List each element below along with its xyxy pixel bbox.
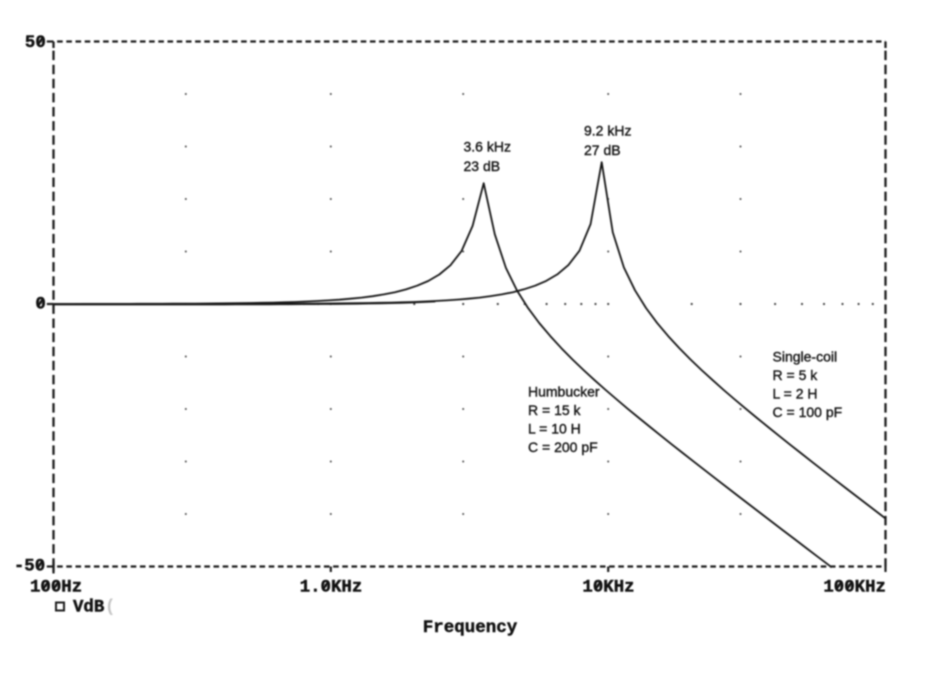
svg-text:3.6 kHz: 3.6 kHz [464,139,511,155]
svg-text:10KHz: 10KHz [582,579,634,598]
svg-text:C = 100 pF: C = 100 pF [773,404,843,420]
svg-text:0: 0 [35,296,45,315]
svg-text:1.0KHz: 1.0KHz [300,579,363,598]
svg-text:50: 50 [25,34,46,53]
svg-text:23 dB: 23 dB [464,158,501,174]
svg-text:L = 2 H: L = 2 H [773,385,818,401]
svg-text:Frequency: Frequency [423,618,518,638]
svg-text:R = 15 k: R = 15 k [528,402,582,418]
svg-text:27 dB: 27 dB [584,142,621,158]
svg-text:VdB: VdB [73,599,105,618]
svg-text:Single-coil: Single-coil [773,349,838,365]
svg-text:(: ( [105,599,115,618]
svg-text:100KHz: 100KHz [823,579,886,598]
svg-text:-50: -50 [14,558,45,577]
svg-text:Humbucker: Humbucker [528,384,600,400]
svg-text:9.2 kHz: 9.2 kHz [584,123,631,139]
svg-text:L = 10 H: L = 10 H [528,420,581,436]
svg-text:100Hz: 100Hz [30,579,82,598]
svg-text:R = 5 k: R = 5 k [773,367,819,383]
svg-text:C = 200 pF: C = 200 pF [528,439,598,455]
